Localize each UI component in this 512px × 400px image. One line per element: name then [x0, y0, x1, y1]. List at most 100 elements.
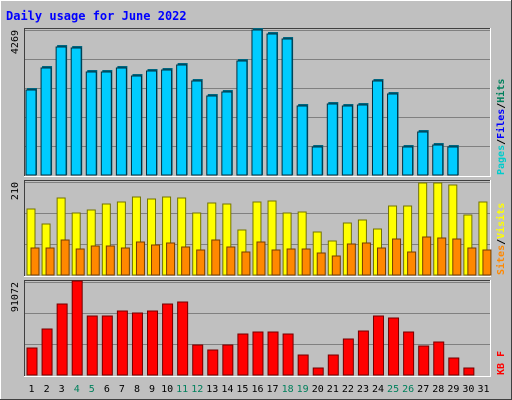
- sites-bar: [346, 243, 356, 276]
- hits-bar: [40, 67, 52, 176]
- sites-bar: [181, 246, 191, 276]
- x-tick-label: 30: [462, 384, 474, 395]
- axis-label-part: Hits: [495, 79, 507, 103]
- hits-bar: [85, 71, 97, 176]
- hits-bar: [25, 89, 37, 176]
- hits-bar: [130, 75, 142, 176]
- kbytes-bar: [372, 315, 384, 376]
- x-tick-label: 28: [432, 384, 444, 395]
- axis-label-part: Visits: [495, 203, 507, 239]
- hits-bar: [176, 64, 188, 176]
- x-tick-label: 21: [327, 384, 339, 395]
- sites-bar: [135, 241, 145, 276]
- axis-label-part: KB: [496, 363, 507, 375]
- sites-bar: [376, 247, 386, 276]
- kbytes-bar: [403, 331, 415, 376]
- sites-bar: [407, 251, 417, 276]
- sites-bar: [301, 248, 311, 276]
- sites-bar: [241, 251, 251, 276]
- hits-bar: [251, 29, 263, 176]
- kbytes-bar: [463, 367, 475, 376]
- kbytes-bar: [147, 310, 159, 376]
- panel-visits-sites: 210 Sites/Visits: [10, 180, 507, 277]
- series-axis-label: KB F: [496, 351, 507, 375]
- x-tick-label: 3: [59, 384, 65, 395]
- x-tick-label: 17: [267, 384, 279, 395]
- axis-label-part: /: [496, 139, 507, 145]
- sites-bar: [226, 246, 236, 276]
- panel-kbytes: 91072 KB F: [10, 280, 507, 377]
- sites-bar: [60, 239, 70, 276]
- x-tick-label: 23: [357, 384, 369, 395]
- kbytes-bar: [207, 349, 219, 376]
- kbytes-bar: [101, 315, 113, 376]
- kbytes-bar: [448, 357, 460, 376]
- x-tick-label: 22: [342, 384, 354, 395]
- kbytes-bar: [86, 315, 98, 376]
- sites-bar: [316, 252, 326, 276]
- x-axis: 1 2 3 4 5 6 7 8 9 10 11 12 13 14 15 16 17 18 19 20 21 22 23 24 2…: [29, 384, 490, 395]
- x-tick-label: 25: [387, 384, 399, 395]
- hits-bar: [341, 105, 353, 176]
- x-tick-label: 19: [297, 384, 309, 395]
- hits-bar: [100, 71, 112, 176]
- sites-bar: [196, 249, 206, 276]
- kbytes-bar: [192, 344, 204, 376]
- x-tick-label: 5: [89, 384, 95, 395]
- sites-bar: [437, 237, 447, 276]
- sites-bar: [392, 238, 402, 276]
- hits-bar: [55, 46, 67, 176]
- sites-bar: [452, 238, 462, 276]
- y-max-label: 210: [10, 182, 21, 200]
- x-tick-label: 29: [447, 384, 459, 395]
- kbytes-bar: [237, 333, 249, 376]
- sites-bar: [256, 241, 266, 276]
- sites-bar: [482, 249, 492, 276]
- x-tick-label: 1: [29, 384, 35, 395]
- hits-bar: [326, 103, 338, 176]
- kbytes-bar: [342, 338, 354, 376]
- axis-label-part: /: [496, 239, 507, 245]
- sites-bar: [120, 247, 130, 276]
- hits-bar: [146, 70, 158, 176]
- hits-bar: [281, 38, 293, 176]
- kbytes-bar: [388, 317, 400, 376]
- axis-label-part: /: [496, 103, 507, 109]
- hits-bar: [115, 67, 127, 176]
- x-tick-label: 27: [417, 384, 429, 395]
- hits-bar: [161, 69, 173, 176]
- kbytes-bar: [177, 301, 189, 376]
- sites-bar: [151, 244, 161, 276]
- sites-bar: [422, 236, 432, 276]
- x-tick-label: 2: [44, 384, 50, 395]
- kbytes-bar: [433, 341, 445, 376]
- hits-bar: [236, 60, 248, 176]
- hits-bar: [191, 80, 203, 176]
- y-max-label: 91072: [10, 282, 21, 312]
- x-tick-label: 15: [236, 384, 248, 395]
- hits-bar: [206, 95, 218, 176]
- x-tick-label: 9: [149, 384, 155, 395]
- sites-bar: [331, 255, 341, 276]
- x-tick-label: 26: [402, 384, 414, 395]
- x-tick-label: 24: [372, 384, 384, 395]
- sites-bar: [90, 245, 100, 276]
- kbytes-bar: [71, 280, 83, 376]
- hits-bar: [447, 146, 459, 176]
- hits-bar: [221, 91, 233, 176]
- sites-bar: [286, 248, 296, 276]
- hits-bar: [296, 105, 308, 176]
- hits-bar: [387, 93, 399, 176]
- sites-bar: [75, 248, 85, 276]
- sites-bar: [30, 247, 40, 276]
- hits-bar: [311, 146, 323, 176]
- kbytes-bar: [327, 354, 339, 376]
- kbytes-bar: [56, 303, 68, 376]
- x-tick-label: 4: [74, 384, 80, 395]
- x-tick-label: 6: [104, 384, 110, 395]
- sites-bar: [105, 245, 115, 276]
- chart-title: Daily usage for June 2022: [6, 9, 187, 23]
- hits-bar: [402, 146, 414, 176]
- hits-bar: [356, 104, 368, 176]
